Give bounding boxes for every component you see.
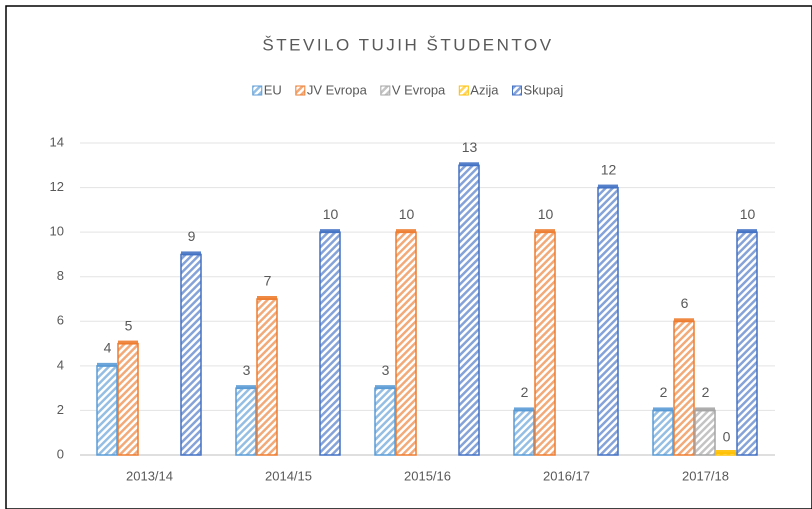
- legend: EU JV Evropa V Evropa Azija Skupaj: [252, 82, 563, 97]
- legend-label: V Evropa: [392, 82, 446, 97]
- bar: [374, 387, 396, 456]
- y-tick-label: 4: [57, 357, 64, 372]
- bar: [597, 186, 619, 456]
- bar-top: [716, 450, 736, 454]
- bar: [117, 342, 139, 456]
- bar-top: [598, 184, 618, 189]
- data-label: 5: [125, 317, 133, 333]
- data-label: 12: [601, 161, 617, 177]
- data-label: 10: [323, 206, 339, 222]
- y-tick-label: 12: [50, 179, 64, 194]
- x-tick-label: 2013/14: [126, 468, 173, 483]
- bar-top: [674, 318, 694, 323]
- bar: [534, 231, 556, 456]
- data-label: 10: [399, 206, 415, 222]
- bar: [235, 387, 257, 456]
- legend-swatch: [458, 85, 469, 96]
- y-tick-label: 14: [50, 134, 64, 149]
- legend-swatch: [295, 85, 306, 96]
- bar: [319, 231, 341, 456]
- y-tick-label: 0: [57, 446, 64, 461]
- data-label: 7: [264, 273, 272, 289]
- bar-top: [118, 340, 138, 345]
- x-tick-label: 2014/15: [265, 468, 312, 483]
- bar: [736, 231, 758, 456]
- x-tick-label: 2016/17: [543, 468, 590, 483]
- data-label: 2: [521, 384, 529, 400]
- x-tick-label: 2017/18: [682, 468, 729, 483]
- data-label: 4: [104, 340, 112, 356]
- data-label: 10: [740, 206, 756, 222]
- bar: [694, 409, 716, 456]
- bar-top: [257, 296, 277, 300]
- data-label: 10: [538, 206, 554, 222]
- data-label: 13: [462, 139, 478, 155]
- bar-top: [396, 229, 416, 234]
- bar: [513, 409, 535, 456]
- data-label: 3: [382, 362, 390, 378]
- data-label: 2: [702, 384, 710, 400]
- bar: [180, 253, 202, 456]
- y-tick-label: 10: [50, 224, 64, 239]
- bar-top: [375, 385, 395, 390]
- legend-label: JV Evropa: [307, 82, 368, 97]
- bar-top: [737, 229, 757, 234]
- legend-label: EU: [264, 82, 282, 97]
- bar: [395, 231, 417, 456]
- bar-top: [514, 407, 534, 412]
- bar-top: [236, 385, 256, 390]
- y-tick-label: 2: [57, 402, 64, 417]
- data-label: 2: [660, 384, 668, 400]
- chart-title: ŠTEVILO TUJIH ŠTUDENTOV: [262, 35, 553, 54]
- data-label: 3: [243, 362, 251, 378]
- data-label: 9: [188, 228, 196, 244]
- bar: [673, 320, 695, 456]
- data-label: 6: [681, 295, 689, 311]
- bar-top: [181, 251, 201, 256]
- legend-swatch: [511, 85, 522, 96]
- bar: [256, 298, 278, 456]
- legend-swatch: [252, 85, 263, 96]
- data-label: 0: [723, 429, 731, 445]
- bar-top: [653, 407, 673, 412]
- y-tick-label: 6: [57, 313, 64, 328]
- y-tick-label: 8: [57, 268, 64, 283]
- bar-top: [459, 162, 479, 167]
- legend-swatch: [380, 85, 391, 96]
- legend-label: Skupaj: [523, 82, 563, 97]
- bar-top: [535, 229, 555, 234]
- bar-top: [97, 362, 117, 367]
- bar-top: [695, 407, 715, 412]
- x-tick-label: 2015/16: [404, 468, 451, 483]
- legend-label: Azija: [470, 82, 499, 97]
- bar-top: [320, 229, 340, 234]
- bar: [652, 409, 674, 456]
- bar: [96, 365, 118, 456]
- bar: [458, 164, 480, 456]
